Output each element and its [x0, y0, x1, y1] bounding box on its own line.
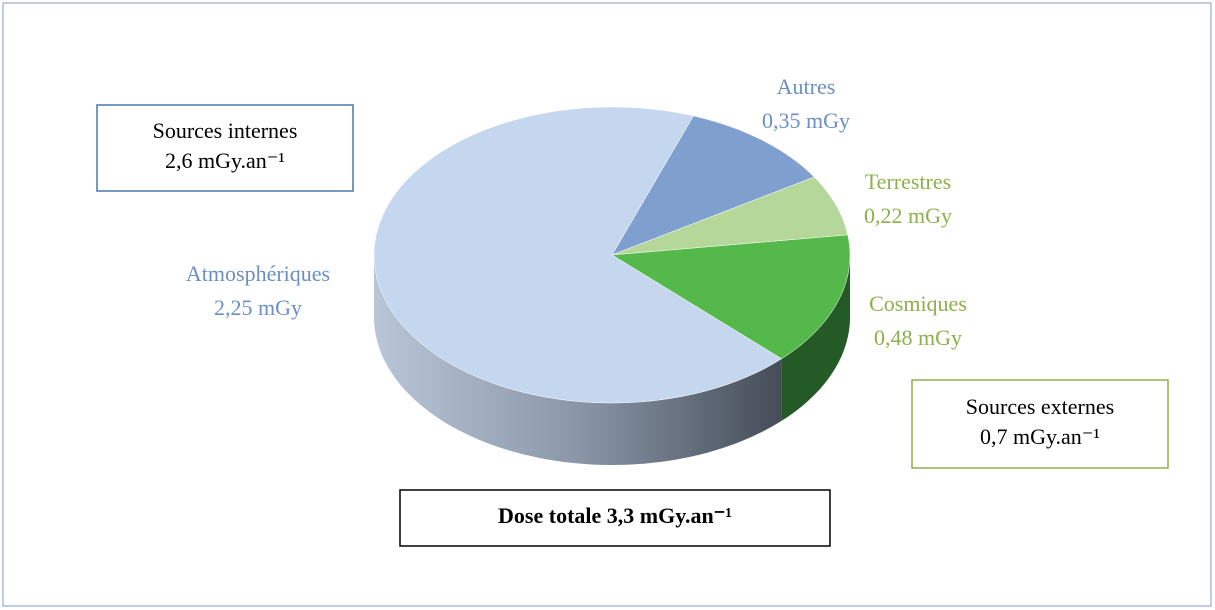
- slice: [611, 176, 849, 256]
- annotation-box: [96, 104, 354, 192]
- value-label: 0,48 mGy: [874, 325, 962, 350]
- annotation-text: Sources externes: [966, 394, 1114, 419]
- value-label: 2,25 mGy: [214, 295, 302, 320]
- slice-label: Atmosphériques: [186, 261, 330, 286]
- annotation-box: [911, 379, 1169, 469]
- slice: [373, 106, 783, 404]
- annotation-text: 2,6 mGy.an⁻¹: [165, 148, 285, 173]
- slice: [611, 115, 815, 256]
- annotation-text: Dose totale 3,3 mGy.an⁻¹: [498, 503, 732, 528]
- slice-label: Terrestres: [865, 169, 951, 194]
- value-label: 0,35 mGy: [762, 108, 850, 133]
- slice-label: Autres: [777, 74, 836, 99]
- annotation-text: Sources internes: [153, 118, 298, 143]
- value-label: 0,22 mGy: [864, 203, 952, 228]
- slice: [611, 234, 851, 360]
- annotation-text: 0,7 mGy.an⁻¹: [980, 424, 1100, 449]
- slice-side: [374, 255, 782, 465]
- slice-side: [781, 255, 850, 421]
- slice-label: Cosmiques: [869, 291, 967, 316]
- annotation-box: [399, 489, 831, 547]
